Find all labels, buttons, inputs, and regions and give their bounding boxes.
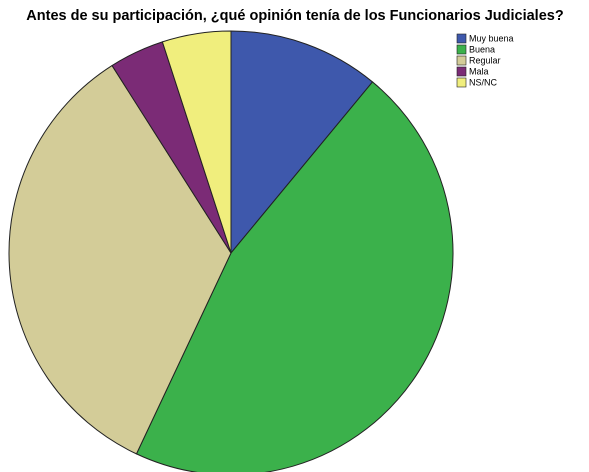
pie-slice bbox=[8, 64, 232, 455]
legend-label: Buena bbox=[469, 44, 495, 54]
legend-label: Mala bbox=[469, 66, 489, 76]
chart-title: Antes de su participación, ¿qué opinión … bbox=[26, 8, 564, 24]
legend-swatch bbox=[456, 55, 467, 66]
legend-label: NS/NC bbox=[469, 77, 498, 87]
legend-swatch bbox=[456, 77, 467, 88]
pie-slice bbox=[161, 30, 232, 254]
legend-label: Regular bbox=[469, 55, 501, 65]
legend-swatch bbox=[456, 33, 467, 44]
pie-slice bbox=[135, 81, 454, 472]
legend-swatch bbox=[456, 44, 467, 55]
legend-swatch bbox=[456, 66, 467, 77]
pie-slice bbox=[230, 30, 374, 255]
legend-label: Muy buena bbox=[469, 33, 514, 43]
